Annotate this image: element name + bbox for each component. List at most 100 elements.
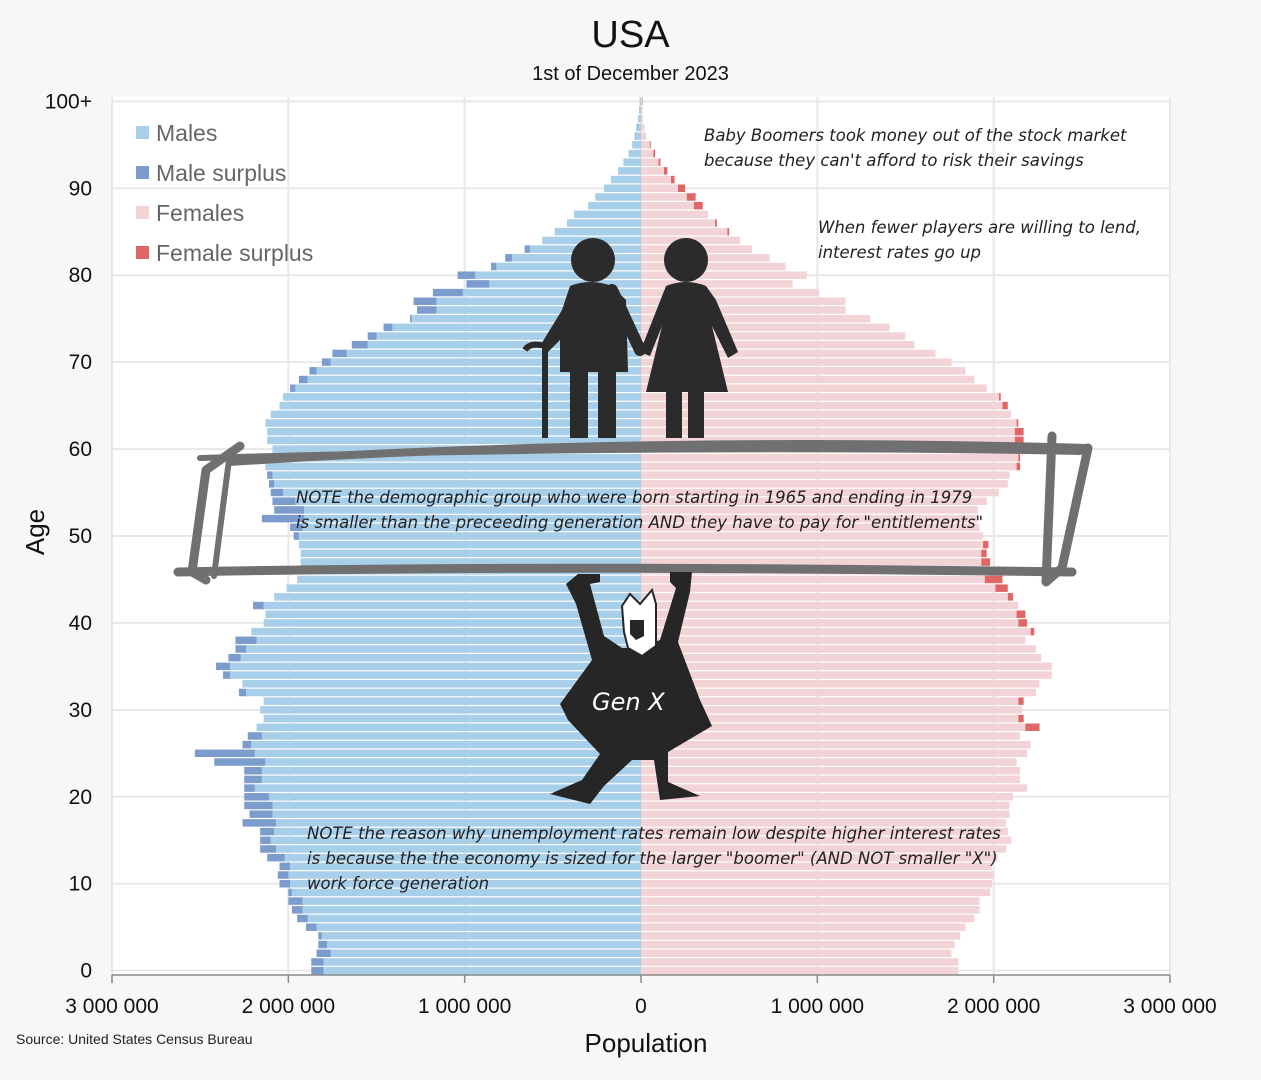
note-boomers-line-2: because they can't afford to risk their … xyxy=(704,151,1084,170)
bar-male-surplus xyxy=(383,323,393,332)
legend-label-male-surplus: Male surplus xyxy=(156,160,286,186)
bar-male xyxy=(496,262,641,271)
bar-female xyxy=(641,714,1019,723)
bar-male xyxy=(367,341,641,349)
bar-female xyxy=(641,758,1017,766)
bar-female-surplus xyxy=(981,558,991,566)
bar-female xyxy=(641,297,846,306)
bar-female xyxy=(641,871,994,879)
bar-female xyxy=(641,341,915,349)
bar-female xyxy=(641,323,890,332)
bar-female-surplus xyxy=(663,167,668,175)
bar-male-surplus xyxy=(242,819,276,827)
bar-female xyxy=(641,514,978,523)
bar-female xyxy=(641,427,1015,436)
bar-female xyxy=(641,914,975,923)
bar-male xyxy=(376,332,641,340)
bar-female-surplus xyxy=(1018,454,1021,462)
bar-male xyxy=(230,671,642,679)
bar-male xyxy=(254,784,641,792)
bar-male xyxy=(260,706,641,714)
bar-female xyxy=(641,506,978,514)
bar-female xyxy=(641,549,982,558)
bar-female-surplus xyxy=(1016,610,1026,618)
bar-male-surplus xyxy=(272,497,296,505)
bar-female xyxy=(641,888,991,897)
bar-male-surplus xyxy=(216,662,231,671)
y-tick-label: 20 xyxy=(69,786,92,809)
bar-male xyxy=(270,410,641,419)
bar-male xyxy=(263,619,641,627)
bar-female xyxy=(641,966,959,975)
bar-male-surplus xyxy=(244,766,262,775)
bar-female xyxy=(641,167,664,175)
bar-male-surplus xyxy=(634,132,636,140)
bar-female xyxy=(641,627,1031,636)
bar-female xyxy=(641,523,980,532)
bar-male-surplus xyxy=(260,845,276,853)
note-lenders-line-2: interest rates go up xyxy=(818,243,981,262)
x-axis-title: Population xyxy=(585,1028,708,1058)
bar-female-surplus xyxy=(1007,593,1014,601)
bar-male xyxy=(246,645,641,653)
bar-male-surplus xyxy=(261,514,305,523)
legend-label-female-surplus: Female surplus xyxy=(156,240,313,266)
bar-female xyxy=(641,175,671,184)
bar-female xyxy=(641,349,936,358)
y-tick-label: 40 xyxy=(69,612,92,635)
bar-male xyxy=(263,714,641,723)
x-tick-label: 2 000 000 xyxy=(242,995,335,1018)
y-axis-title: Age xyxy=(20,509,50,555)
bar-male-surplus xyxy=(332,349,347,358)
bar-male xyxy=(300,549,641,558)
legend-swatch-male-surplus xyxy=(136,166,149,179)
bar-male xyxy=(265,462,641,471)
bar-male-surplus xyxy=(466,280,490,288)
bar-female-surplus xyxy=(670,175,675,184)
bar-male xyxy=(261,775,641,784)
bar-male xyxy=(270,836,641,845)
bar-female-surplus xyxy=(998,393,1001,401)
bar-male-surplus xyxy=(242,740,252,749)
bar-male xyxy=(323,966,641,975)
bar-female xyxy=(641,306,846,314)
bar-female xyxy=(641,227,728,236)
bar-female xyxy=(641,906,980,914)
bar-male xyxy=(274,593,641,601)
bar-male xyxy=(302,523,641,532)
y-tick-label: 10 xyxy=(69,873,92,896)
bar-female xyxy=(641,141,650,149)
bar-male xyxy=(261,732,641,740)
bar-female xyxy=(641,732,1021,740)
bar-male xyxy=(263,454,641,462)
bar-male-surplus xyxy=(214,758,266,766)
bar-male xyxy=(251,627,641,636)
y-tick-label: 70 xyxy=(69,351,92,374)
bar-female xyxy=(641,636,1026,645)
bar-male xyxy=(274,480,641,488)
bar-male-surplus xyxy=(279,879,291,888)
x-tick-label: 3 000 000 xyxy=(65,995,158,1018)
y-tick-label: 50 xyxy=(69,525,92,548)
bar-male xyxy=(263,601,641,610)
bar-male-surplus xyxy=(260,836,271,845)
bar-female xyxy=(641,879,992,888)
bar-male xyxy=(291,888,641,897)
bar-male xyxy=(638,114,641,123)
note-unemployment-line-3: work force generation xyxy=(307,874,489,893)
bar-female-surplus xyxy=(1025,723,1040,731)
bar-female-surplus xyxy=(984,575,1003,584)
legend-swatch-female-surplus xyxy=(136,246,149,259)
bars xyxy=(194,97,1052,975)
bar-female xyxy=(641,219,716,227)
bar-male xyxy=(275,819,641,827)
bar-female xyxy=(641,862,992,871)
x-tick-label: 1 000 000 xyxy=(771,995,864,1018)
x-tick-label: 3 000 000 xyxy=(1123,995,1216,1018)
bar-male-surplus xyxy=(297,914,308,923)
note-genx-line-2: is smaller than the preceeding generatio… xyxy=(296,513,983,532)
bar-female xyxy=(641,836,1012,845)
bar-male-surplus xyxy=(194,749,255,758)
bar-female xyxy=(641,775,1021,784)
bar-male-surplus xyxy=(244,801,273,810)
